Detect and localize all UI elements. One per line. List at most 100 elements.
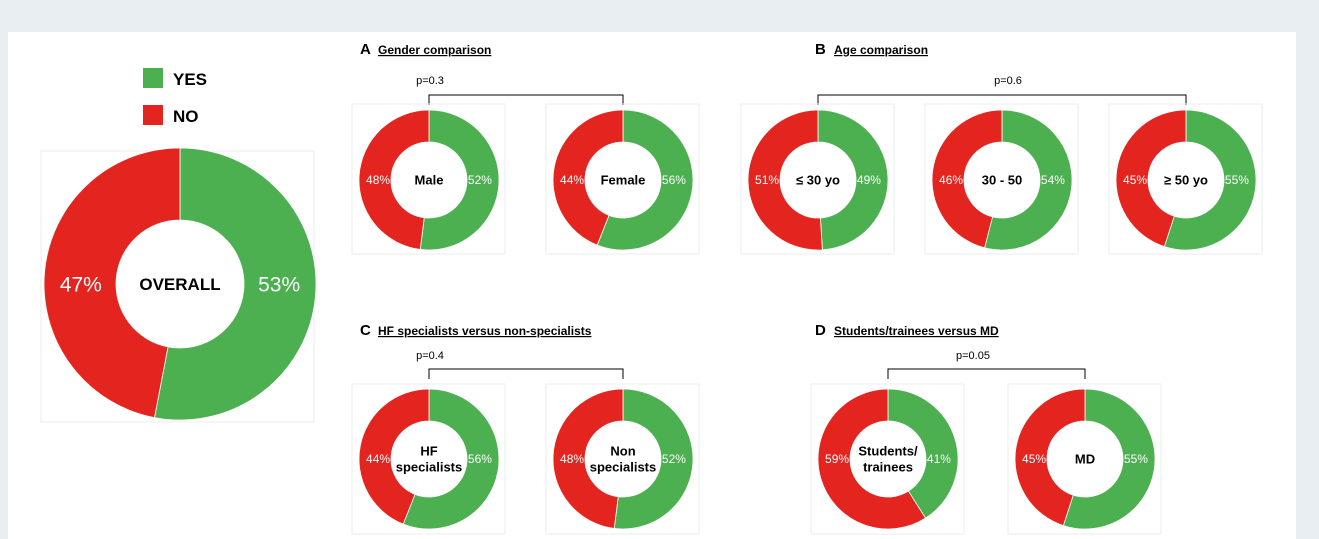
p-value-D: p=0.05 [956, 350, 990, 362]
p-value-B: p=0.6 [994, 75, 1022, 87]
slice-label-yes: 49% [857, 173, 881, 187]
donut-D-1: 55% 45% MD [1007, 383, 1162, 535]
slice-label-yes: 41% [927, 452, 951, 466]
donut-B-2: 55% 45% ≥ 50 yo [1108, 103, 1263, 255]
slice-no [43, 147, 181, 419]
slice-label-no: 48% [560, 452, 584, 466]
legend-swatch-yes [143, 68, 163, 88]
panel-title-A: Gender comparison [378, 43, 491, 57]
donut-center-line: Non [610, 443, 635, 458]
donut-center-line: 30 - 50 [982, 173, 1022, 188]
donut-frame [1007, 383, 1162, 535]
donut-center-label: MD [1075, 452, 1095, 467]
panel-title-B: Age comparison [834, 43, 928, 57]
slice-yes [887, 388, 959, 519]
slice-no [358, 109, 430, 250]
significance-bracket-D [887, 368, 1086, 379]
donut-chart-figure: YES NO 53% 47% OVERALL A Gender comparison p=0.… [40, 41, 1263, 535]
slice-label-no: 45% [1123, 173, 1147, 187]
donut-frame [810, 383, 965, 535]
donut-frame [1108, 103, 1263, 255]
slice-no [552, 388, 624, 529]
slice-label-no: 45% [1022, 452, 1046, 466]
donut-center-line: OVERALL [139, 275, 220, 294]
slice-yes [596, 109, 694, 251]
slice-label-no: 59% [825, 452, 849, 466]
donut-frame [351, 383, 506, 535]
donut-center-label: Female [601, 173, 646, 188]
donut-center-label: 30 - 50 [982, 173, 1022, 188]
slice-yes [154, 147, 317, 421]
slice-yes [1062, 388, 1156, 530]
legend-label-yes: YES [173, 70, 207, 89]
slice-yes [984, 109, 1073, 251]
slice-label-yes: 54% [1041, 173, 1065, 187]
slice-no [931, 109, 1003, 249]
significance-bracket-C [428, 368, 624, 379]
panel-letter-B: B [815, 41, 826, 58]
donut-center-label: Students/trainees [858, 443, 918, 474]
slice-no [1115, 109, 1187, 248]
slice-label-no: 47% [60, 273, 102, 296]
panel-title-C: HF specialists versus non-specialists [378, 324, 592, 338]
donut-center-line: HF [420, 443, 437, 458]
donut-center-label: HF specialists [396, 443, 463, 474]
slice-no [358, 388, 430, 525]
donut-A-0: 52% 48% Male [351, 103, 506, 255]
slice-no [552, 109, 624, 246]
donut-frame [924, 103, 1079, 255]
slice-label-yes: 56% [468, 452, 492, 466]
legend-swatch-no [143, 105, 163, 125]
donut-B-0: 49% 51% ≤ 30 yo [740, 103, 895, 255]
donut-center-line: specialists [396, 460, 463, 475]
significance-bracket-A [428, 94, 624, 105]
slice-label-yes: 52% [468, 173, 492, 187]
figure-panel: YES NO 53% 47% OVERALL A Gender comparison p=0.… [8, 32, 1296, 539]
slice-label-no: 44% [366, 452, 390, 466]
donut-overall-0: 53% 47% OVERALL [40, 147, 317, 423]
donut-center-line: trainees [863, 460, 913, 475]
slice-yes [1163, 109, 1257, 251]
donut-frame [740, 103, 895, 255]
donut-D-0: 41% 59% Students/trainees [810, 383, 965, 535]
donut-center-line: MD [1075, 452, 1095, 467]
donut-center-line: Female [601, 173, 646, 188]
slice-label-yes: 52% [662, 452, 686, 466]
slice-label-yes: 55% [1124, 452, 1148, 466]
legend-label-no: NO [173, 107, 199, 126]
p-value-A: p=0.3 [416, 75, 444, 87]
panel-letter-D: D [815, 322, 826, 339]
significance-bracket-B [817, 94, 1187, 105]
donut-frame [351, 103, 506, 255]
slice-no [1014, 388, 1086, 527]
slice-yes [613, 388, 694, 530]
donut-center-label: Male [415, 173, 444, 188]
donut-frame [545, 103, 700, 255]
donut-center-label: ≥ 50 yo [1164, 173, 1208, 188]
slice-no [747, 109, 823, 251]
donut-center-label: OVERALL [139, 275, 220, 294]
donut-C-1: 52% 48% Non specialists [545, 383, 700, 535]
slice-label-no: 46% [939, 173, 963, 187]
slice-label-yes: 55% [1225, 173, 1249, 187]
donut-C-0: 56% 44% HF specialists [351, 383, 506, 535]
slice-yes [402, 388, 500, 530]
slice-no [817, 388, 927, 530]
donut-center-label: ≤ 30 yo [796, 173, 840, 188]
slice-yes [419, 109, 500, 251]
slice-label-no: 48% [366, 173, 390, 187]
donut-A-1: 56% 44% Female [545, 103, 700, 255]
slice-label-no: 44% [560, 173, 584, 187]
donut-center-line: Male [415, 173, 444, 188]
panel-letter-A: A [360, 41, 371, 58]
p-value-C: p=0.4 [416, 350, 444, 362]
donut-center-line: specialists [590, 460, 657, 475]
donut-B-1: 54% 46% 30 - 50 [924, 103, 1079, 255]
slice-label-yes: 56% [662, 173, 686, 187]
donut-center-line: ≥ 50 yo [1164, 173, 1208, 188]
slice-yes [817, 109, 889, 251]
donut-center-label: Non specialists [590, 443, 657, 474]
donut-frame [545, 383, 700, 535]
donut-center-line: ≤ 30 yo [796, 173, 840, 188]
slice-label-yes: 53% [258, 273, 300, 296]
